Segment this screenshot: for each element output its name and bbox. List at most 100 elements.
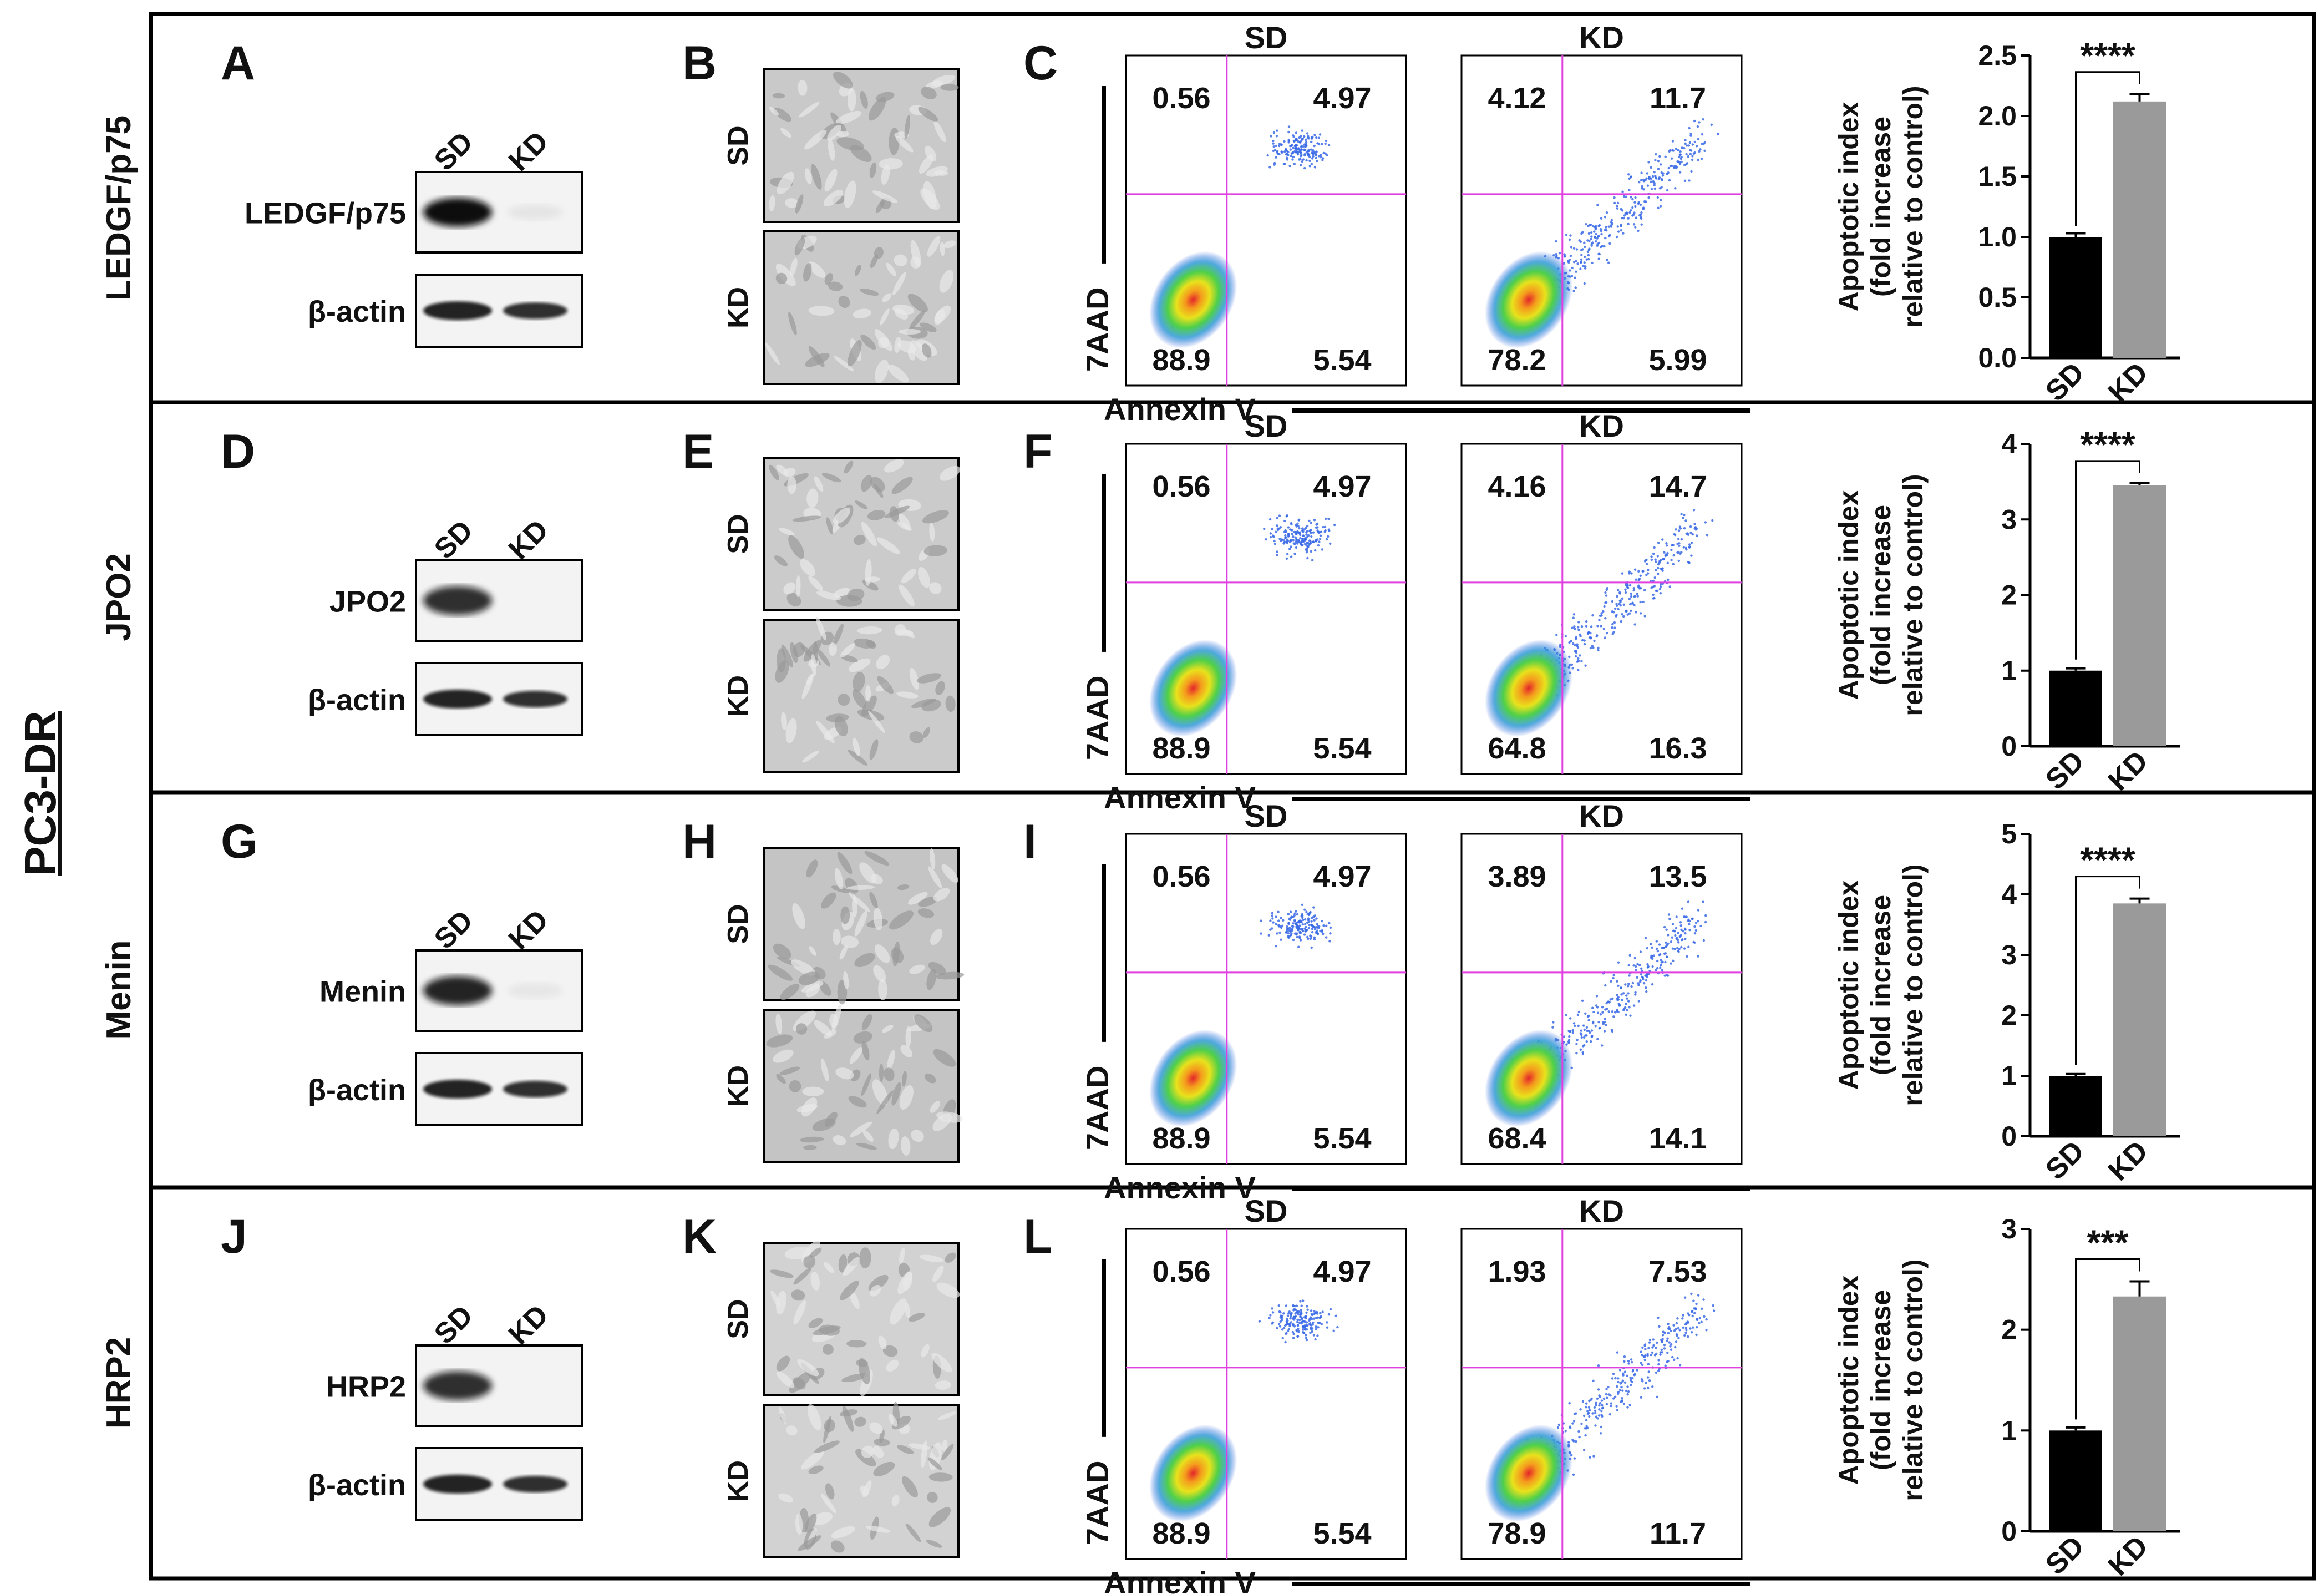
- flow-event: [1290, 144, 1292, 148]
- flow-event: [1305, 1315, 1307, 1318]
- flow-event: [1290, 523, 1293, 526]
- quadrant-value-upper-right: 4.97: [1313, 470, 1371, 503]
- flow-event: [1584, 664, 1587, 667]
- cell-shape: [795, 575, 801, 598]
- flow-event: [1646, 572, 1650, 575]
- cell-shape: [808, 1465, 824, 1474]
- flow-event: [1640, 223, 1643, 226]
- cell-shape: [897, 1445, 914, 1454]
- cell-shape: [814, 1440, 840, 1453]
- flow-event: [1610, 980, 1612, 983]
- flow-event: [1295, 1304, 1298, 1307]
- flow-event: [1301, 160, 1304, 163]
- flow-event: [1683, 164, 1686, 166]
- flow-event: [1562, 1035, 1566, 1038]
- flow-event: [1675, 937, 1678, 940]
- flow-event: [1311, 930, 1314, 934]
- cell-shape: [923, 545, 947, 556]
- flow-density-core: [1149, 1424, 1237, 1522]
- flow-event: [1676, 551, 1679, 554]
- cell-shape: [866, 1526, 891, 1533]
- flow-plot-title: SD: [1245, 1193, 1288, 1228]
- flow-event: [1565, 234, 1568, 236]
- quadrant-value-upper-right: 4.97: [1313, 82, 1371, 115]
- flow-event: [1632, 223, 1636, 226]
- flow-event: [1292, 1309, 1295, 1312]
- flow-event: [1628, 598, 1631, 600]
- cell-shape: [799, 102, 820, 118]
- flow-event: [1297, 524, 1300, 528]
- flow-event: [1658, 588, 1662, 591]
- flow-event: [1678, 935, 1681, 938]
- flow-event: [1565, 1014, 1568, 1016]
- flow-event: [1589, 224, 1592, 226]
- flow-event: [1661, 946, 1663, 949]
- flow-event: [1608, 1001, 1611, 1004]
- flow-event: [1571, 1029, 1575, 1031]
- flow-event: [1302, 158, 1305, 161]
- flow-event: [1654, 558, 1657, 561]
- cell-shape: [808, 1318, 823, 1328]
- flow-event: [1630, 595, 1633, 598]
- flow-event: [1293, 914, 1296, 917]
- flow-event: [1673, 930, 1676, 933]
- flow-event: [1704, 521, 1707, 524]
- flow-event: [1315, 150, 1318, 153]
- cell-shape: [797, 1359, 819, 1377]
- flow-event: [1274, 149, 1277, 151]
- cell-shape: [920, 322, 937, 332]
- flow-event: [1655, 569, 1657, 571]
- cell-shape: [881, 164, 890, 185]
- cell-shape: [923, 181, 937, 210]
- flow-event: [1309, 910, 1312, 914]
- cell-shape: [824, 1419, 835, 1433]
- flow-event: [1626, 997, 1628, 1000]
- flow-event: [1309, 1332, 1312, 1334]
- flow-event: [1659, 953, 1662, 956]
- flow-event: [1659, 592, 1662, 595]
- cell-shape: [918, 566, 930, 588]
- flow-event: [1658, 943, 1661, 946]
- flow-event: [1662, 172, 1665, 175]
- flow-event: [1621, 217, 1623, 220]
- flow-event: [1294, 530, 1297, 534]
- flow-event: [1717, 133, 1719, 135]
- flow-event: [1620, 620, 1622, 623]
- flow-event: [1577, 1010, 1581, 1014]
- flow-event: [1689, 134, 1692, 137]
- cell-shape: [927, 1457, 942, 1470]
- panel-letter: B: [682, 37, 717, 90]
- flow-event: [1598, 619, 1601, 621]
- flow-event: [1293, 163, 1296, 165]
- cell-shape: [829, 642, 837, 656]
- flow-event: [1600, 612, 1603, 615]
- flow-event: [1627, 964, 1630, 967]
- flow-event: [1620, 986, 1622, 989]
- cell-shape: [908, 892, 928, 905]
- flow-event: [1607, 261, 1610, 264]
- flow-event: [1293, 1325, 1296, 1328]
- flow-event: [1572, 261, 1576, 264]
- bar-y-tick-label: 1.5: [1978, 161, 2017, 192]
- flow-event: [1620, 225, 1622, 227]
- flow-event: [1584, 265, 1587, 268]
- flow-event: [1272, 149, 1275, 153]
- flow-event: [1305, 1337, 1308, 1339]
- flow-event: [1679, 527, 1682, 530]
- flow-event: [1595, 1004, 1598, 1007]
- flow-event: [1640, 211, 1643, 214]
- flow-event: [1302, 1320, 1305, 1323]
- flow-event: [1575, 636, 1577, 639]
- loading-control-label: β-actin: [308, 1469, 406, 1502]
- flow-event: [1691, 155, 1694, 158]
- flow-event: [1659, 199, 1662, 201]
- flow-density-core: [1485, 1029, 1573, 1127]
- cell-shape: [876, 1090, 894, 1114]
- flow-event: [1611, 600, 1614, 603]
- flow-event: [1645, 559, 1648, 561]
- bar-category-label: SD: [2039, 1135, 2090, 1186]
- quadrant-value-upper-left: 0.56: [1152, 470, 1210, 503]
- flow-event: [1272, 140, 1275, 143]
- flow-event: [1286, 158, 1289, 161]
- cell-shape: [854, 910, 868, 937]
